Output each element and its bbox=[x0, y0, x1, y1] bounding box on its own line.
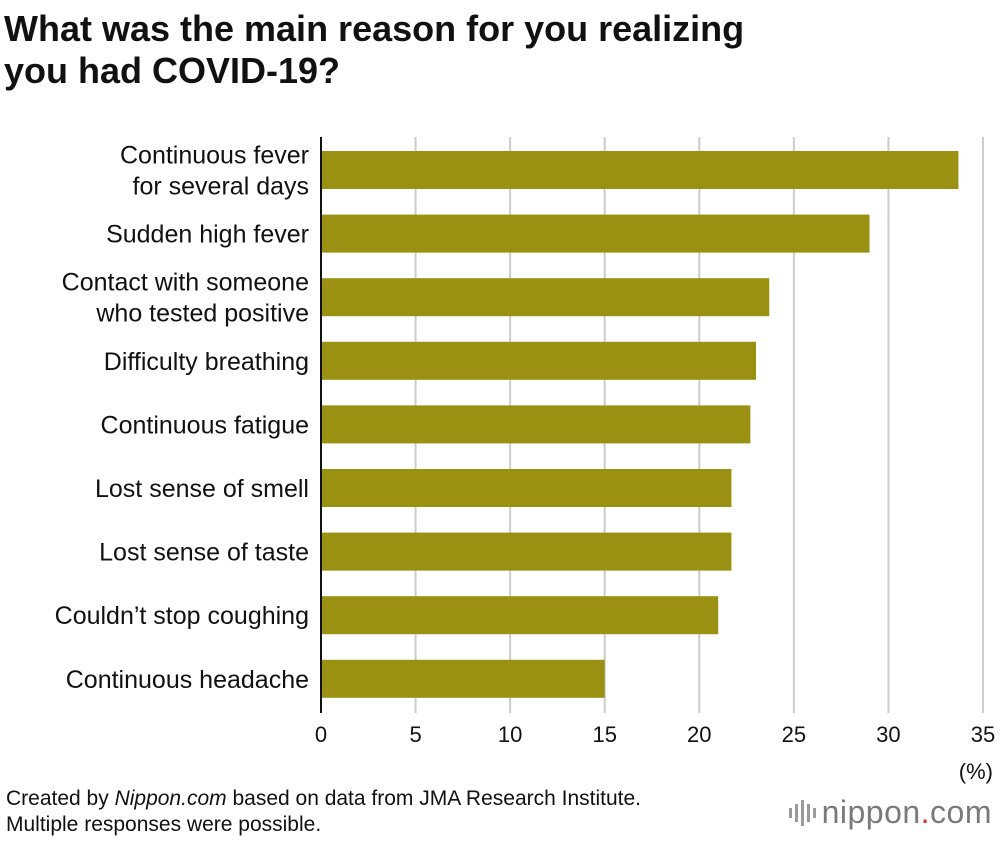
category-label: Lost sense of smell bbox=[95, 475, 309, 503]
x-tick-label: 10 bbox=[498, 722, 522, 747]
x-tick-label: 30 bbox=[876, 722, 900, 747]
bars bbox=[321, 151, 959, 698]
x-tick-label: 5 bbox=[409, 722, 421, 747]
bar bbox=[321, 278, 770, 317]
source-name: Nippon.com bbox=[114, 787, 227, 810]
category-label: Sudden high fever bbox=[106, 221, 309, 249]
category-label: Contact with someone bbox=[62, 269, 309, 297]
chart-title: What was the main reason for you realizi… bbox=[4, 8, 904, 92]
category-label: Difficulty breathing bbox=[104, 348, 309, 376]
x-tick-label: 25 bbox=[782, 722, 806, 747]
nippon-logo: nippon.com bbox=[788, 794, 992, 831]
bar bbox=[321, 405, 751, 444]
x-tick-label: 15 bbox=[592, 722, 616, 747]
category-label: Couldn’t stop coughing bbox=[55, 602, 309, 630]
x-tick-labels: 0 5 10 15 20 25 30 35 bbox=[315, 722, 995, 747]
logo-tld: com bbox=[930, 794, 992, 830]
source-suffix: based on data from JMA Research Institut… bbox=[6, 787, 642, 836]
x-axis-unit-label: (%) bbox=[959, 759, 993, 784]
logo-name: nippon bbox=[821, 794, 921, 830]
category-label: Continuous headache bbox=[66, 666, 309, 694]
category-labels: Continuous fever for several days Sudden h… bbox=[55, 142, 309, 694]
x-tick-label: 20 bbox=[687, 722, 711, 747]
nippon-bars-icon bbox=[788, 799, 816, 826]
bar bbox=[321, 596, 719, 635]
title-line-2: you had COVID-19? bbox=[4, 50, 341, 91]
category-label: Continuous fever bbox=[120, 142, 309, 170]
bar bbox=[321, 659, 605, 698]
bar bbox=[321, 214, 870, 253]
bar bbox=[321, 532, 732, 571]
category-label: Lost sense of taste bbox=[99, 539, 309, 567]
title-line-1: What was the main reason for you realizi… bbox=[4, 8, 745, 49]
x-tick-label: 35 bbox=[971, 722, 995, 747]
bar bbox=[321, 151, 959, 189]
category-label: Continuous fatigue bbox=[101, 411, 309, 439]
category-label: who tested positive bbox=[95, 300, 309, 328]
logo-text: nippon.com bbox=[822, 794, 992, 831]
bar bbox=[321, 341, 757, 380]
x-tick-label: 0 bbox=[315, 722, 327, 747]
source-note: Created by Nippon.com based on data from… bbox=[6, 786, 706, 838]
bar bbox=[321, 469, 732, 507]
logo-dot: . bbox=[920, 794, 931, 830]
source-prefix: Created by bbox=[6, 787, 115, 810]
category-label: for several days bbox=[133, 173, 309, 201]
